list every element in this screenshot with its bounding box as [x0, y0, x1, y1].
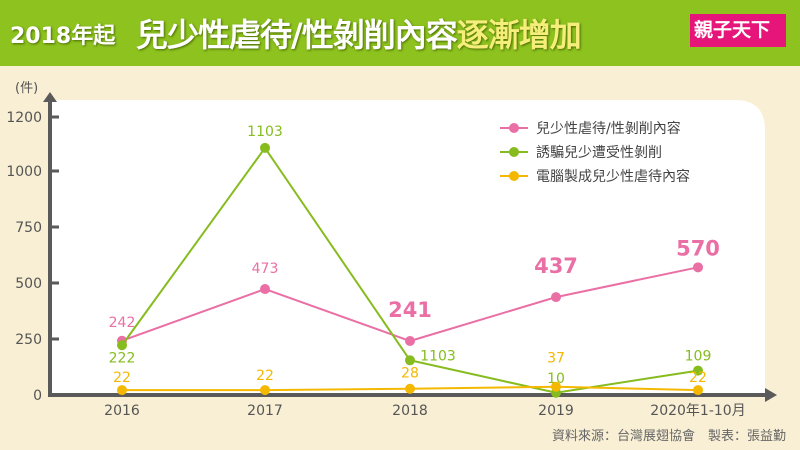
y-tick-label: 500 [15, 276, 42, 292]
data-label: 22 [689, 370, 707, 386]
x-tick-label: 2019 [538, 403, 574, 419]
data-point [405, 355, 415, 366]
x-tick-label: 2018 [392, 403, 428, 419]
data-label: 570 [676, 236, 720, 260]
title-main: 兒少性虐待/性剝削內容 [136, 16, 458, 54]
data-point [693, 262, 703, 273]
y-tick-label: 250 [15, 332, 42, 348]
x-axis-arrow [765, 388, 777, 402]
legend-marker [509, 123, 519, 133]
data-label: 242 [109, 315, 136, 331]
data-point [551, 292, 561, 303]
y-tick-label: 0 [33, 388, 42, 404]
data-label: 22 [113, 370, 131, 386]
data-label: 222 [109, 350, 136, 366]
data-point [551, 381, 561, 392]
data-point [693, 365, 703, 376]
header-banner: 2018年起 兒少性虐待/性剝削內容逐漸增加 親子天下 [0, 0, 800, 66]
data-point [693, 385, 703, 396]
x-tick-label: 2020年1-10月 [650, 403, 745, 419]
data-point [260, 385, 270, 396]
data-label: 109 [685, 349, 712, 365]
data-point [260, 142, 270, 153]
x-tick-label: 2017 [247, 403, 283, 419]
data-point [405, 383, 415, 394]
data-label: 10 [547, 371, 565, 387]
data-label: 22 [256, 368, 274, 384]
y-axis-arrow [43, 92, 57, 102]
data-point [260, 284, 270, 295]
x-tick-label: 2016 [104, 403, 140, 419]
y-axis-unit: (件) [15, 81, 38, 96]
data-point [117, 340, 127, 351]
data-label: 241 [388, 298, 432, 322]
title-prefix: 2018年起 [10, 24, 116, 49]
data-label: 28 [401, 366, 419, 382]
title-highlight: 逐漸增加 [456, 16, 582, 54]
data-label: 1103 [420, 348, 456, 364]
data-label: 437 [534, 254, 578, 278]
y-tick-label: 1000 [6, 164, 42, 180]
data-label: 473 [252, 261, 279, 277]
data-label: 37 [547, 351, 565, 367]
legend-label: 電腦製成兒少性虐待內容 [536, 168, 690, 185]
y-tick-label: 1200 [6, 110, 42, 126]
y-tick-label: 750 [15, 220, 42, 236]
brand-logo: 親子天下 [690, 14, 786, 47]
data-point [117, 385, 127, 396]
source-note: 資料來源：台灣展翅協會 製表：張益勤 [551, 429, 786, 444]
page-title: 兒少性虐待/性剝削內容逐漸增加 [136, 10, 582, 56]
legend-marker [509, 147, 519, 157]
data-point [405, 336, 415, 347]
plot-panel [52, 100, 765, 395]
legend-label: 誘騙兒少遭受性剝削 [536, 145, 662, 161]
legend-marker [509, 171, 519, 181]
data-label: 1103 [247, 124, 283, 140]
legend-label: 兒少性虐待/性剝削內容 [536, 120, 681, 137]
